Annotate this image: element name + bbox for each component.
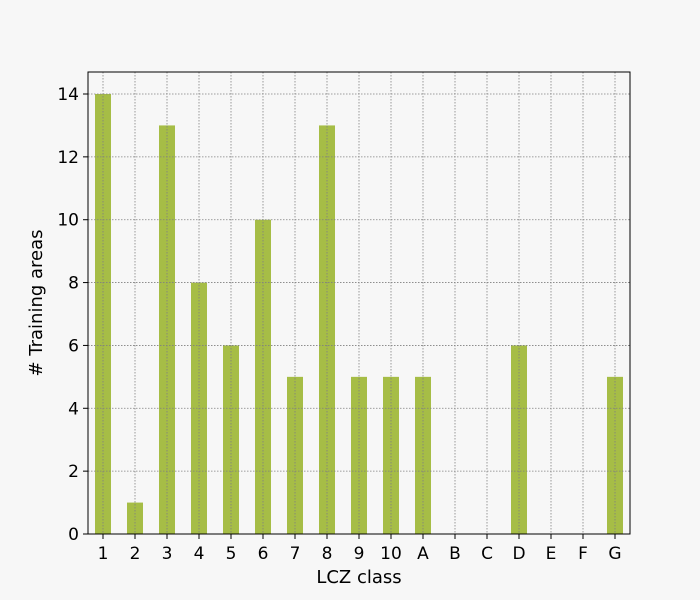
bar-5 [223,345,239,534]
bar-2 [127,502,143,534]
bar-9 [351,376,367,534]
y-tick-label: 6 [68,336,79,356]
x-tick-label-8: 8 [322,544,333,564]
x-tick-label-C: C [481,544,493,564]
bar-3 [159,125,175,534]
x-tick-label-6: 6 [258,544,269,564]
x-tick-label-1: 1 [98,544,109,564]
y-tick-label: 8 [68,274,79,294]
bar-8 [319,125,335,534]
x-tick-label-G: G [608,544,621,564]
y-tick-label: 0 [68,525,79,545]
x-tick-label-B: B [449,544,461,564]
bars [95,94,623,534]
x-tick-label-7: 7 [290,544,301,564]
x-tick-label-F: F [578,544,588,564]
bar-10 [383,376,399,534]
x-tick-label-3: 3 [162,544,173,564]
bar-A [415,376,431,534]
y-tick-label: 2 [68,462,79,482]
x-tick-label-4: 4 [194,544,205,564]
y-axis-label: # Training areas [26,229,47,376]
x-tick-label-10: 10 [380,544,402,564]
grid-lines [88,72,630,535]
y-axis: 0 2 4 6 8 10 12 14 [57,85,88,545]
bar-7 [287,376,303,534]
y-tick-label: 10 [57,211,79,231]
bar-D [511,345,527,534]
y-tick-label: 14 [57,85,79,105]
x-axis: 1 2 3 4 5 6 7 8 9 10 A B C D E F G [98,534,622,564]
x-tick-label-2: 2 [130,544,141,564]
x-tick-label-A: A [417,544,429,564]
x-tick-label-9: 9 [354,544,365,564]
bar-1 [95,94,111,534]
x-axis-label: LCZ class [316,567,401,588]
x-tick-label-E: E [546,544,557,564]
x-tick-label-5: 5 [226,544,237,564]
bar-G [607,376,623,534]
y-tick-label: 12 [57,148,79,168]
x-tick-label-D: D [512,544,525,564]
y-tick-label: 4 [68,399,79,419]
bar-6 [255,219,271,534]
